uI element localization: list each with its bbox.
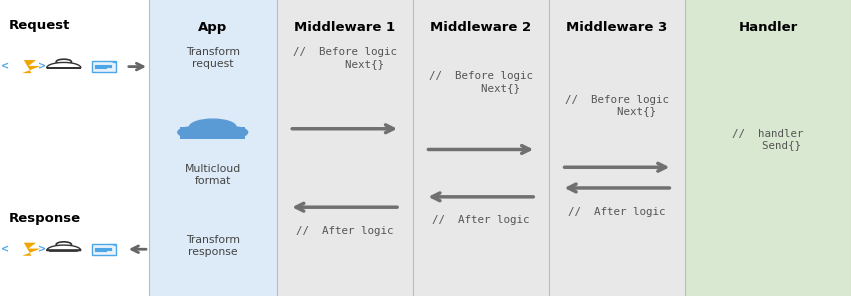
Text: Request: Request: [9, 19, 70, 32]
Ellipse shape: [189, 119, 237, 135]
Ellipse shape: [178, 127, 210, 138]
Text: App: App: [198, 21, 227, 34]
Text: //  Before logic
      Next{}: // Before logic Next{}: [293, 47, 397, 69]
Text: //  After logic: // After logic: [296, 226, 393, 237]
Text: //  handler
    Send{}: // handler Send{}: [732, 129, 804, 150]
Text: //  Before logic
      Next{}: // Before logic Next{}: [565, 95, 669, 116]
Polygon shape: [22, 60, 41, 73]
Text: >: >: [38, 244, 47, 254]
Bar: [180, 127, 245, 139]
Text: Handler: Handler: [739, 21, 797, 34]
Polygon shape: [47, 245, 81, 250]
Text: Response: Response: [9, 212, 81, 225]
Text: <: <: [1, 62, 9, 72]
Text: >: >: [38, 62, 47, 72]
Text: Middleware 2: Middleware 2: [431, 21, 531, 34]
Polygon shape: [109, 244, 116, 246]
Text: //  After logic: // After logic: [568, 207, 665, 217]
Text: //  Before logic
      Next{}: // Before logic Next{}: [429, 71, 533, 93]
Text: //  After logic: // After logic: [432, 215, 529, 225]
Polygon shape: [47, 62, 81, 68]
Polygon shape: [109, 61, 116, 64]
Circle shape: [56, 242, 71, 247]
Text: Transform
response: Transform response: [186, 235, 240, 257]
Circle shape: [56, 59, 71, 65]
Text: Transform
request: Transform request: [186, 47, 240, 69]
Text: Multicloud
format: Multicloud format: [185, 164, 241, 186]
Polygon shape: [22, 243, 41, 256]
Bar: [277, 0, 413, 296]
Text: Middleware 1: Middleware 1: [294, 21, 395, 34]
Bar: [413, 0, 549, 296]
Text: Middleware 3: Middleware 3: [567, 21, 667, 34]
Ellipse shape: [215, 127, 248, 138]
Bar: [549, 0, 685, 296]
Bar: [685, 0, 851, 296]
FancyBboxPatch shape: [92, 61, 116, 72]
Bar: [149, 0, 277, 296]
Text: <: <: [1, 244, 9, 254]
FancyBboxPatch shape: [92, 244, 116, 255]
